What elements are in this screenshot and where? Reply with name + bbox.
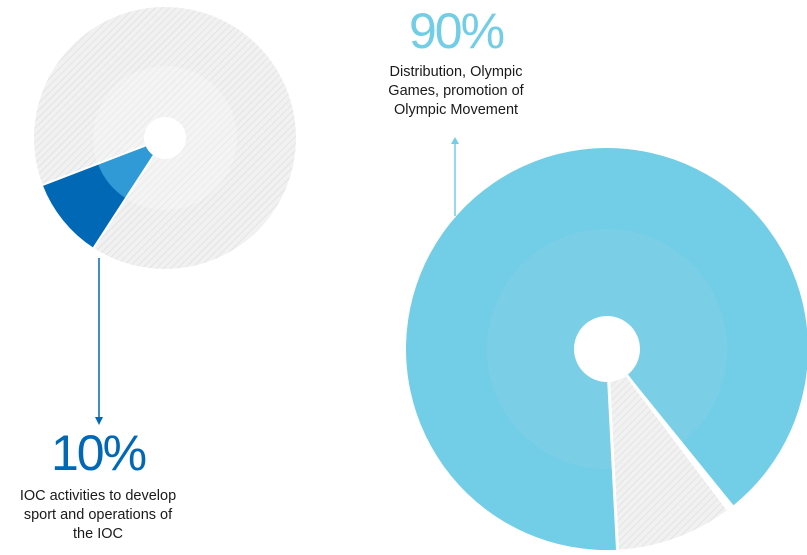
pie-chart-90-percent	[406, 148, 807, 550]
pie-slice-highlight	[406, 148, 807, 550]
pie-chart-10-percent	[34, 7, 296, 270]
percent-label-10: 10%	[50, 425, 147, 481]
callout-arrow-90-percent	[451, 137, 459, 144]
pie-slice-separator	[607, 381, 620, 550]
description-label-90: Distribution, Olympic Games, promotion o…	[388, 64, 524, 118]
pie-inner-ring	[487, 229, 727, 469]
pie-slice-other	[608, 375, 728, 550]
pie-slice-separator	[42, 144, 146, 186]
percent-label-90: 90%	[408, 3, 505, 59]
pie-slice-separator	[625, 374, 730, 511]
pie-slice-separator	[92, 155, 155, 249]
pie-slice-other	[34, 7, 296, 270]
description-label-10: IOC activities to develop sport and oper…	[19, 488, 177, 542]
callout-arrow-10-percent	[95, 417, 103, 425]
